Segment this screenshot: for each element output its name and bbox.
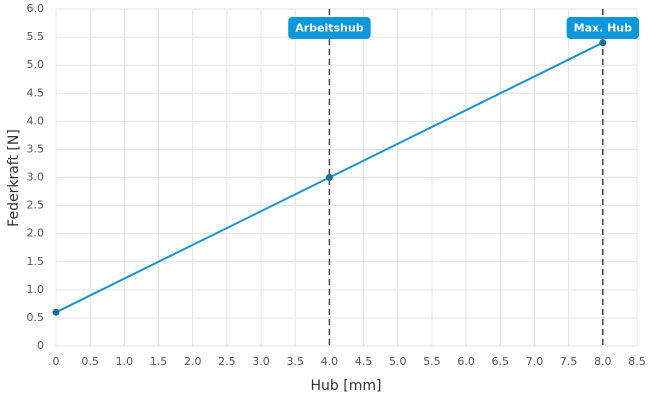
y-tick-label: 5.0 [27, 58, 45, 71]
x-tick-label: 5.0 [389, 355, 407, 368]
y-tick-label: 4.5 [27, 86, 45, 99]
x-tick-label: 5.5 [423, 355, 441, 368]
x-tick-label: 3.5 [286, 355, 304, 368]
x-tick-label: 7.0 [526, 355, 544, 368]
y-tick-label: 0.5 [27, 311, 45, 324]
x-tick-label: 0.5 [81, 355, 99, 368]
y-axis-label: Federkraft [N] [6, 129, 22, 227]
annotation-badge: Arbeitshub [288, 17, 371, 39]
x-tick-label: 2.5 [218, 355, 236, 368]
annotation-box [566, 17, 640, 39]
y-tick-label: 6.0 [27, 2, 45, 15]
x-axis-label: Hub [mm] [311, 378, 382, 394]
y-tick-label: 3.0 [27, 171, 45, 184]
x-tick-label: 2.0 [184, 355, 202, 368]
y-tick-label: 5.5 [27, 30, 45, 43]
x-tick-label: 3.0 [252, 355, 270, 368]
annotation-badge: Max. Hub [566, 17, 640, 39]
x-tick-label: 1.0 [116, 355, 134, 368]
x-tick-label: 7.5 [560, 355, 578, 368]
x-tick-label: 6.0 [457, 355, 475, 368]
data-point [599, 39, 607, 47]
x-tick-label: 0 [53, 355, 60, 368]
data-point [325, 174, 333, 181]
y-tick-label: 0 [37, 339, 44, 352]
y-tick-label: 3.5 [27, 142, 45, 155]
x-tick-label: 1.5 [150, 355, 168, 368]
annotation-label: Arbeitshub [295, 22, 364, 35]
y-tick-label: 4.0 [27, 114, 45, 127]
y-tick-label: 1.0 [27, 283, 45, 296]
annotation-label: Max. Hub [574, 22, 633, 35]
x-tick-label: 6.5 [492, 355, 510, 368]
x-tick-label: 8.5 [628, 355, 646, 368]
y-tick-label: 2.0 [27, 227, 45, 240]
x-tick-label: 4.5 [355, 355, 373, 368]
annotation-box [288, 17, 371, 39]
y-tick-label: 2.5 [27, 199, 45, 212]
y-tick-label: 1.5 [27, 255, 45, 268]
x-tick-label: 4.0 [321, 355, 339, 368]
x-tick-label: 8.0 [594, 355, 612, 368]
data-point [52, 308, 60, 316]
